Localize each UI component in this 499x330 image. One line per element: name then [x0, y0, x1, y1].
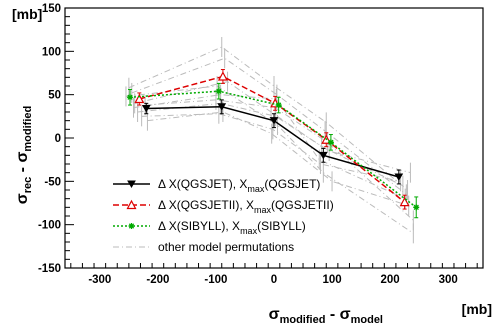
x-unit-label: [mb]: [462, 301, 492, 317]
other-permutation-line: [131, 57, 407, 195]
legend-label-subscript: max: [247, 184, 265, 194]
series-point-qgsjet: [217, 103, 227, 111]
x-axis-title-sub2: model: [351, 314, 383, 326]
y-axis-title-sub1: rec: [22, 177, 34, 194]
other-permutation-line: [128, 46, 408, 191]
x-axis-title-mid: - σ: [325, 306, 350, 323]
series-point-qgsjetii: [399, 196, 410, 207]
legend-label-part: (SIBYLL): [257, 219, 306, 233]
x-tick-label: 0: [271, 274, 277, 286]
legend-label-qgsjet: Δ X(QGSJET), Xmax(QGSJET): [158, 177, 320, 194]
legend-marker-qgsjetii: [126, 199, 137, 210]
legend: Δ X(QGSJET), Xmax(QGSJET)Δ X(QGSJETII), …: [113, 177, 334, 254]
series-point-qgsjetii: [217, 71, 228, 81]
x-tick-label: 300: [439, 274, 458, 286]
series-point-qgsjet: [394, 173, 404, 181]
legend-marker-sibyll: [128, 223, 135, 229]
legend-label-part: Δ X(QGSJET), X: [158, 177, 247, 191]
y-tick-label: -150: [38, 263, 61, 275]
series-point-qgsjet: [269, 117, 279, 125]
plot-area: -300 -200 -100 0 100 200 300 -150 -100 -50 0 50 100 1…: [38, 3, 484, 286]
x-tick-label: 200: [381, 274, 400, 286]
legend-label-sibyll: Δ X(SIBYLL), Xmax(SIBYLL): [158, 219, 306, 236]
series-point-sibyll: [413, 204, 420, 211]
y-tick-label: 100: [42, 46, 61, 58]
series-point-sibyll: [275, 102, 282, 109]
y-tick-label: -100: [38, 220, 61, 232]
series-point-sibyll: [127, 94, 134, 101]
legend-label-part: Δ X(QGSJETII), X: [158, 198, 254, 212]
y-axis-title: σrec - σmodified: [14, 106, 34, 205]
other-permutation-line: [137, 102, 411, 174]
y-tick-label: 50: [48, 90, 61, 102]
series-point-qgsjet: [141, 105, 151, 113]
series-point-sibyll: [215, 88, 222, 95]
legend-label-subscript: max: [254, 205, 272, 215]
legend-label-subscript: max: [240, 226, 258, 236]
legend-label-part: (QGSJET): [264, 177, 320, 191]
x-tick-label: 100: [322, 274, 341, 286]
legend-label-qgsjetii: Δ X(QGSJETII), Xmax(QGSJETII): [158, 198, 334, 215]
y-tick-label: 150: [42, 3, 61, 15]
series-point-sibyll: [327, 139, 334, 146]
legend-label-part: (QGSJETII): [271, 198, 334, 212]
x-axis-title-sub1: modified: [280, 314, 326, 326]
y-axis-title-main: σ: [14, 193, 31, 204]
legend-marker-qgsjet: [127, 180, 136, 188]
y-unit-label: [mb]: [12, 6, 42, 22]
x-axis-title-main: σ: [269, 306, 280, 323]
y-tick-label: 0: [55, 133, 61, 145]
series-point-qgsjet: [318, 151, 328, 160]
y-axis-title-mid: - σ: [14, 152, 31, 177]
x-tick-label: -100: [204, 274, 227, 286]
legend-label-other-permutations: other model permutations: [158, 240, 294, 254]
other-permutation-line: [141, 113, 401, 182]
legend-label-part: Δ X(SIBYLL), X: [158, 219, 240, 233]
other-permutation-line: [125, 85, 414, 234]
x-tick-label: -300: [88, 274, 111, 286]
y-tick-label: -50: [44, 176, 61, 188]
other-permutation-line: [134, 81, 404, 187]
x-axis-title: σmodified - σmodel: [269, 306, 383, 326]
x-tick-label: -200: [146, 274, 169, 286]
series-point-qgsjetii: [134, 93, 145, 104]
y-axis-title-sub2: modified: [22, 106, 34, 152]
